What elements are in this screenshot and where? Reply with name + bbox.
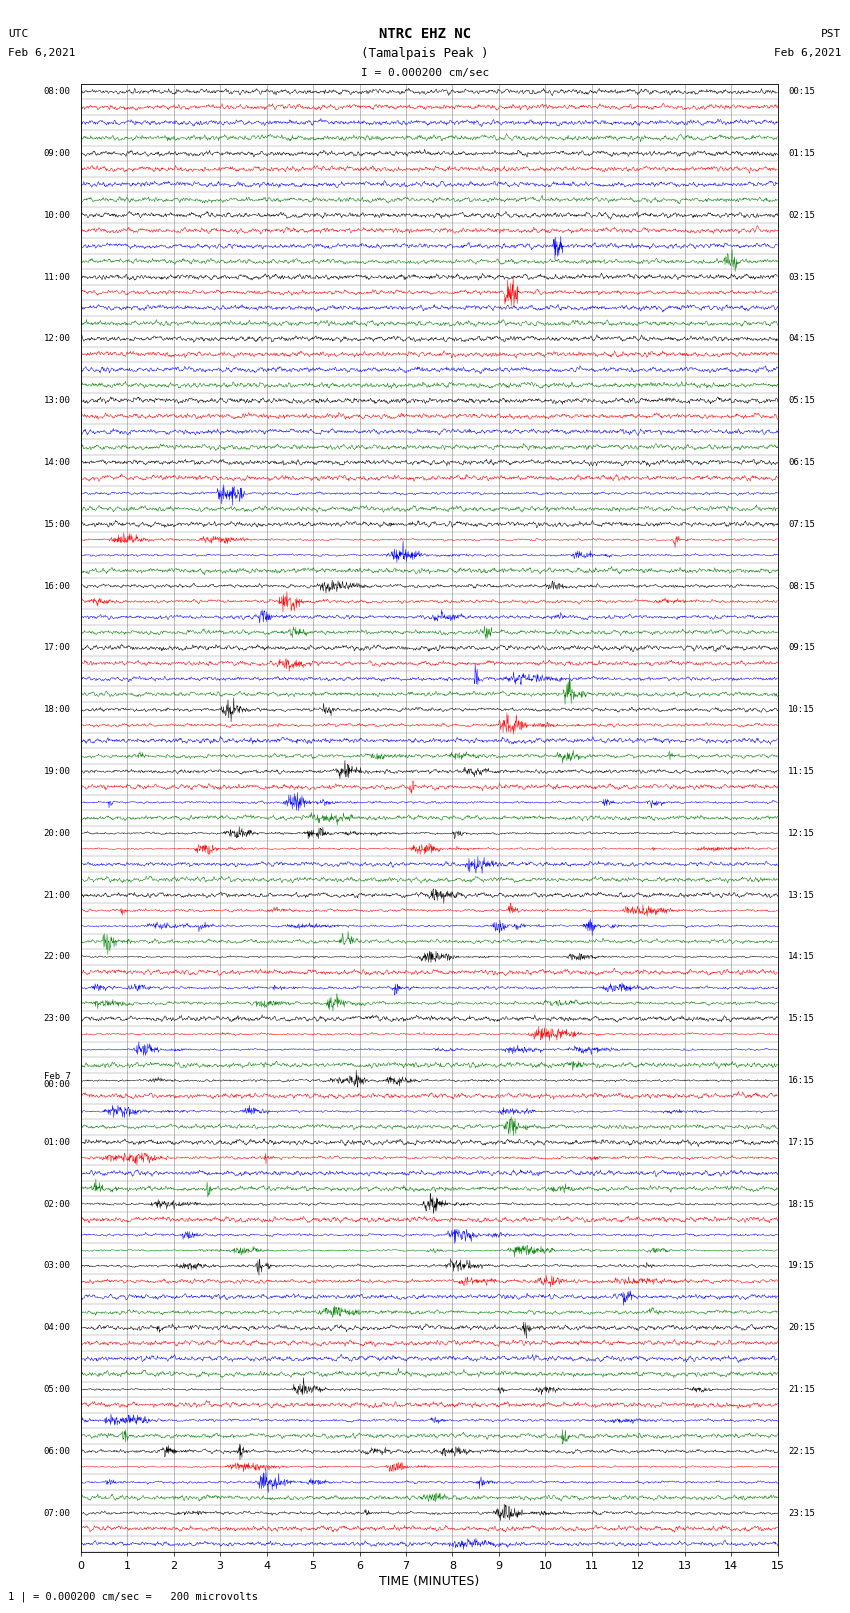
Text: 14:00: 14:00 <box>43 458 71 466</box>
Text: 18:00: 18:00 <box>43 705 71 715</box>
Text: 06:15: 06:15 <box>788 458 815 466</box>
Text: 20:15: 20:15 <box>788 1323 815 1332</box>
Text: 13:00: 13:00 <box>43 397 71 405</box>
Text: 10:15: 10:15 <box>788 705 815 715</box>
Text: 17:15: 17:15 <box>788 1137 815 1147</box>
Text: Feb 7: Feb 7 <box>43 1073 71 1081</box>
Text: 06:00: 06:00 <box>43 1447 71 1457</box>
Text: 01:15: 01:15 <box>788 148 815 158</box>
Text: Feb 6,2021: Feb 6,2021 <box>8 48 76 58</box>
Text: 10:00: 10:00 <box>43 211 71 219</box>
Text: 19:00: 19:00 <box>43 766 71 776</box>
Text: 03:15: 03:15 <box>788 273 815 282</box>
Text: 23:00: 23:00 <box>43 1015 71 1023</box>
Text: 22:15: 22:15 <box>788 1447 815 1457</box>
Text: 22:00: 22:00 <box>43 952 71 961</box>
Text: 09:00: 09:00 <box>43 148 71 158</box>
Text: 12:00: 12:00 <box>43 334 71 344</box>
Text: 14:15: 14:15 <box>788 952 815 961</box>
Text: 01:00: 01:00 <box>43 1137 71 1147</box>
Text: 16:15: 16:15 <box>788 1076 815 1086</box>
Text: (Tamalpais Peak ): (Tamalpais Peak ) <box>361 47 489 60</box>
Text: 07:15: 07:15 <box>788 519 815 529</box>
Text: 08:15: 08:15 <box>788 582 815 590</box>
X-axis label: TIME (MINUTES): TIME (MINUTES) <box>379 1574 479 1587</box>
Text: 03:00: 03:00 <box>43 1261 71 1271</box>
Text: 00:15: 00:15 <box>788 87 815 97</box>
Text: 04:15: 04:15 <box>788 334 815 344</box>
Text: 20:00: 20:00 <box>43 829 71 837</box>
Text: UTC: UTC <box>8 29 29 39</box>
Text: 15:00: 15:00 <box>43 519 71 529</box>
Text: 04:00: 04:00 <box>43 1323 71 1332</box>
Text: 11:00: 11:00 <box>43 273 71 282</box>
Text: 05:00: 05:00 <box>43 1386 71 1394</box>
Text: 09:15: 09:15 <box>788 644 815 652</box>
Text: 02:15: 02:15 <box>788 211 815 219</box>
Text: 13:15: 13:15 <box>788 890 815 900</box>
Text: 21:15: 21:15 <box>788 1386 815 1394</box>
Text: 02:00: 02:00 <box>43 1200 71 1208</box>
Text: 19:15: 19:15 <box>788 1261 815 1271</box>
Text: 11:15: 11:15 <box>788 766 815 776</box>
Text: 15:15: 15:15 <box>788 1015 815 1023</box>
Text: 18:15: 18:15 <box>788 1200 815 1208</box>
Text: PST: PST <box>821 29 842 39</box>
Text: 1 | = 0.000200 cm/sec =   200 microvolts: 1 | = 0.000200 cm/sec = 200 microvolts <box>8 1592 258 1602</box>
Text: I = 0.000200 cm/sec: I = 0.000200 cm/sec <box>361 68 489 77</box>
Text: 17:00: 17:00 <box>43 644 71 652</box>
Text: 21:00: 21:00 <box>43 890 71 900</box>
Text: 07:00: 07:00 <box>43 1508 71 1518</box>
Text: 16:00: 16:00 <box>43 582 71 590</box>
Text: 05:15: 05:15 <box>788 397 815 405</box>
Text: 23:15: 23:15 <box>788 1508 815 1518</box>
Text: 00:00: 00:00 <box>43 1079 71 1089</box>
Text: Feb 6,2021: Feb 6,2021 <box>774 48 842 58</box>
Text: 08:00: 08:00 <box>43 87 71 97</box>
Text: NTRC EHZ NC: NTRC EHZ NC <box>379 27 471 40</box>
Text: 12:15: 12:15 <box>788 829 815 837</box>
